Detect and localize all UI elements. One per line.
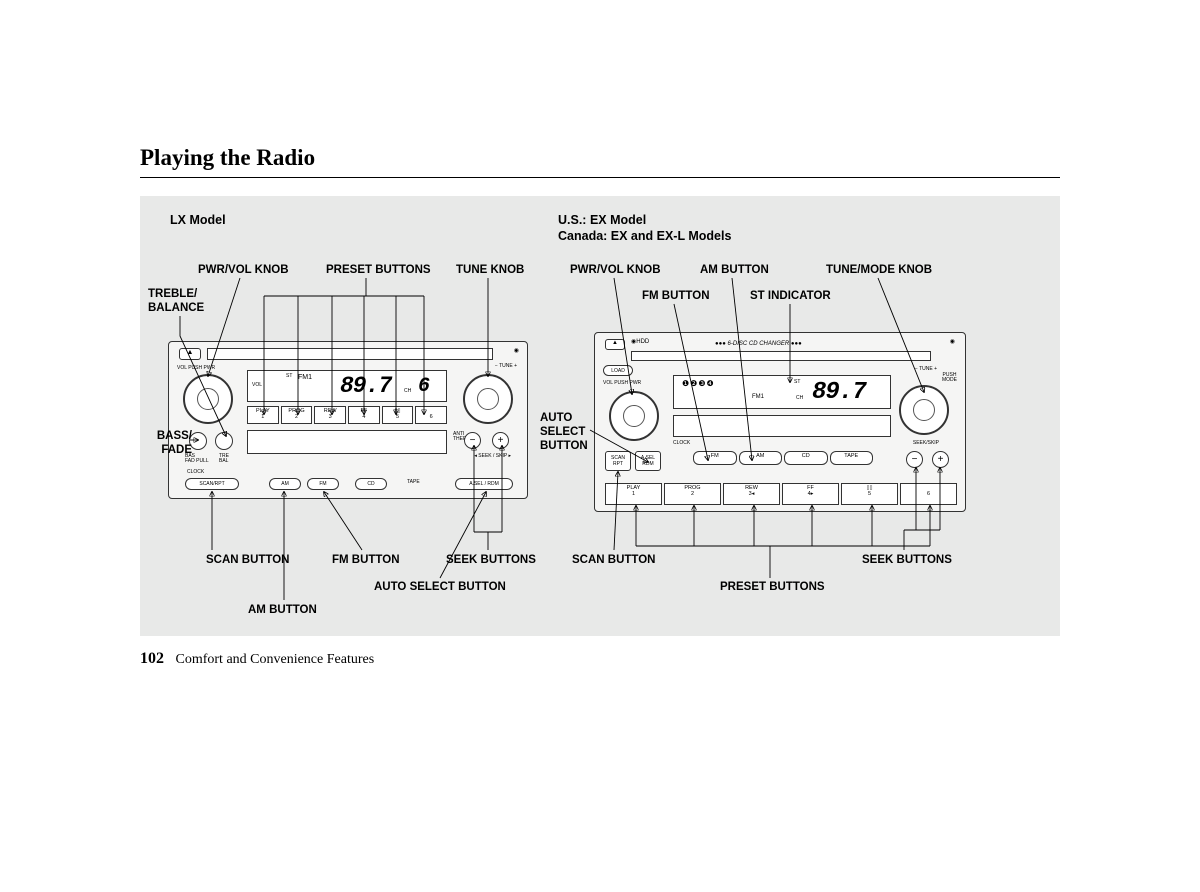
lx-channel: 6: [418, 375, 429, 398]
ex-cassette-slot: [673, 415, 891, 437]
ex-disc-icon: ◉: [950, 339, 955, 345]
ex-hdd-icon: ◉HDD: [631, 339, 649, 345]
ex-display: ❶❷❸❹ FM1 ST CH 89.7: [673, 375, 891, 409]
ex-header-line1: U.S.: EX Model: [558, 213, 646, 227]
ex-preset-3[interactable]: REW3◂: [723, 483, 780, 505]
ex-radio-unit: ▲ ◉HDD ●●● 6-DISC CD CHANGER ●●● ◉ LOAD …: [594, 332, 966, 512]
ex-model-header: U.S.: EX Model Canada: EX and EX-L Model…: [558, 212, 731, 245]
ex-banner: ●●● 6-DISC CD CHANGER ●●●: [715, 341, 802, 347]
lx-seek-down[interactable]: −: [464, 432, 481, 449]
ex-st-indicator: ST: [794, 380, 800, 385]
co-ex-preset: PRESET BUTTONS: [720, 581, 825, 595]
ex-seek-up[interactable]: +: [932, 451, 949, 468]
ex-preset-1[interactable]: PLAY1: [605, 483, 662, 505]
lx-preset-1[interactable]: PLAY1: [247, 406, 279, 424]
ex-fm-button[interactable]: FM: [693, 451, 737, 465]
ex-disc-slot: [631, 351, 931, 361]
lx-eject-left[interactable]: ▲: [179, 348, 201, 360]
ex-header-line2: Canada: EX and EX-L Models: [558, 229, 731, 243]
lx-pwr-vol-knob[interactable]: [183, 374, 233, 424]
lx-fm-button[interactable]: FM: [307, 478, 339, 490]
lx-preset-5[interactable]: ▯▯5: [382, 406, 414, 424]
co-lx-tune: TUNE KNOB: [456, 264, 524, 278]
co-lx-preset: PRESET BUTTONS: [326, 264, 431, 278]
ex-am-button[interactable]: AM: [739, 451, 783, 465]
section-name: Comfort and Convenience Features: [176, 652, 375, 667]
lx-preset-4[interactable]: FF4: [348, 406, 380, 424]
co-lx-seek: SEEK BUTTONS: [446, 554, 536, 568]
lx-vol-label: VOL PUSH PWR: [177, 366, 215, 371]
co-ex-fm: FM BUTTON: [642, 290, 710, 304]
lx-preset-2[interactable]: PROG2: [281, 406, 313, 424]
co-ex-seek: SEEK BUTTONS: [862, 554, 952, 568]
ex-asel-button[interactable]: A.SEL RDM: [635, 451, 661, 471]
ex-preset-2[interactable]: PROG2: [664, 483, 721, 505]
ex-mode-row: FM AM CD TAPE: [693, 451, 873, 465]
lx-preset-3[interactable]: REW3: [314, 406, 346, 424]
page-footer: 102 Comfort and Convenience Features: [140, 650, 1060, 668]
lx-disc-slot: [207, 348, 493, 360]
co-ex-am: AM BUTTON: [700, 264, 769, 278]
ex-cd-button[interactable]: CD: [784, 451, 828, 465]
lx-radio-unit: ▲ ◉ VOL PUSH PWR VOL ST FM1 89.7 CH 6 − …: [168, 341, 528, 499]
co-lx-treble: TREBLE/ BALANCE: [148, 288, 204, 316]
co-lx-am: AM BUTTON: [248, 604, 317, 618]
ex-scan-button[interactable]: SCAN RPT: [605, 451, 631, 471]
ex-preset-row: PLAY1 PROG2 REW3◂ FF4▸ ▯▯5 6: [605, 483, 957, 505]
lx-am-button[interactable]: AM: [269, 478, 301, 490]
lx-preset-row: PLAY1 PROG2 REW3 FF4 ▯▯5 6: [247, 406, 447, 424]
co-ex-st: ST INDICATOR: [750, 290, 831, 304]
lx-disc-icon: ◉: [514, 348, 519, 354]
co-ex-autosel: AUTO SELECT BUTTON: [540, 412, 588, 453]
co-lx-autosel: AUTO SELECT BUTTON: [374, 581, 506, 595]
ex-preset-4[interactable]: FF4▸: [782, 483, 839, 505]
ex-frequency: 89.7: [812, 379, 866, 406]
ex-tune-mode-knob[interactable]: [899, 385, 949, 435]
lx-scan-button[interactable]: SCAN/RPT: [185, 478, 239, 490]
lx-seek-up[interactable]: +: [492, 432, 509, 449]
ex-preset-5[interactable]: ▯▯5: [841, 483, 898, 505]
lx-frequency: 89.7: [340, 373, 391, 399]
lx-cassette-slot: [247, 430, 447, 454]
page-title: Playing the Radio: [140, 145, 1060, 178]
ex-load-button[interactable]: LOAD: [603, 365, 633, 376]
lx-asel-button[interactable]: A.SEL / RDM: [455, 478, 513, 490]
page-number: 102: [140, 650, 164, 667]
lx-preset-6[interactable]: 6: [415, 406, 447, 424]
ex-eject[interactable]: ▲: [605, 339, 625, 350]
lx-model-header: LX Model: [170, 212, 226, 228]
co-lx-scan: SCAN BUTTON: [206, 554, 289, 568]
co-lx-pwrvol: PWR/VOL KNOB: [198, 264, 289, 278]
co-ex-tunemode: TUNE/MODE KNOB: [826, 264, 932, 278]
lx-tune-knob[interactable]: [463, 374, 513, 424]
co-lx-bass: BASS/ FADE: [148, 430, 192, 458]
ex-preset-6[interactable]: 6: [900, 483, 957, 505]
lx-treble-balance-knob[interactable]: [215, 432, 233, 450]
ex-tape-button[interactable]: TAPE: [830, 451, 874, 465]
ex-seek-down[interactable]: −: [906, 451, 923, 468]
co-ex-scan: SCAN BUTTON: [572, 554, 655, 568]
lx-tune-label: − TUNE +: [495, 364, 517, 369]
ex-pwr-vol-knob[interactable]: [609, 391, 659, 441]
lx-display: VOL ST FM1 89.7 CH 6: [247, 370, 447, 402]
co-lx-fm: FM BUTTON: [332, 554, 400, 568]
ex-disc-indicators: ❶❷❸❹: [682, 380, 715, 388]
co-ex-pwrvol: PWR/VOL KNOB: [570, 264, 661, 278]
radio-diagram: LX Model U.S.: EX Model Canada: EX and E…: [140, 196, 1060, 636]
lx-cd-button[interactable]: CD: [355, 478, 387, 490]
